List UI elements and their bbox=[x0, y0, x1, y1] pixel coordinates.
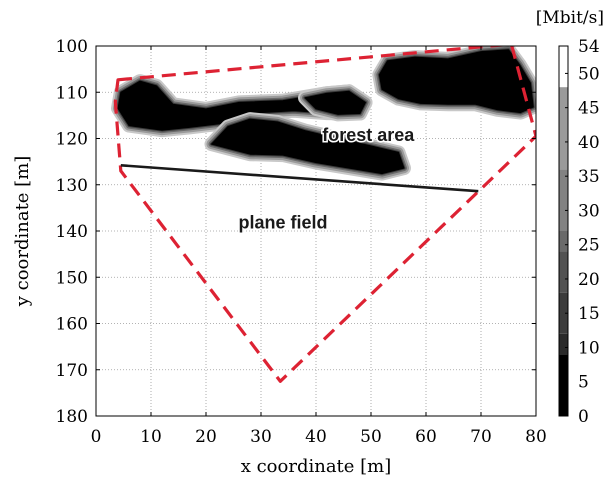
x-tick-label: 40 bbox=[305, 427, 327, 447]
x-axis-ticks: 0 10 20 30 40 50 60 70 80 bbox=[91, 46, 547, 447]
measurement-path-line bbox=[120, 164, 479, 193]
throughput-contour-core bbox=[378, 49, 534, 114]
colorbar-segment bbox=[559, 333, 568, 355]
colorbar-tick-label: 30 bbox=[578, 201, 600, 221]
heatmap-layer bbox=[111, 46, 536, 181]
x-tick-label: 30 bbox=[250, 427, 272, 447]
x-tick-label: 60 bbox=[415, 427, 437, 447]
measurement-area-boundary bbox=[113, 46, 536, 383]
x-tick-label: 10 bbox=[140, 427, 162, 447]
colorbar-tick-label: 54 bbox=[578, 37, 600, 57]
y-tick-label: 150 bbox=[56, 268, 88, 288]
y-tick-label: 140 bbox=[56, 222, 88, 242]
colorbar-tick-label: 50 bbox=[578, 64, 600, 84]
x-axis-label: x coordinate [m] bbox=[241, 456, 392, 477]
annotation-layer: forest area plane field bbox=[237, 123, 417, 234]
region-annotation-label: plane field bbox=[238, 213, 327, 233]
colorbar-segment bbox=[559, 87, 568, 170]
colorbar-tick-label: 10 bbox=[578, 338, 600, 358]
y-axis-ticks: 100 110 120 130 140 150 160 170 180 bbox=[56, 37, 536, 427]
colorbar-tick-label: 15 bbox=[578, 304, 600, 324]
y-tick-label: 180 bbox=[56, 407, 88, 427]
colorbar-tick-label: 40 bbox=[578, 133, 600, 153]
overlay-layer bbox=[113, 46, 536, 383]
x-tick-label: 70 bbox=[470, 427, 492, 447]
y-axis-label: y coordinate [m] bbox=[12, 156, 33, 308]
y-tick-label: 100 bbox=[56, 37, 88, 57]
y-tick-label: 160 bbox=[56, 315, 88, 335]
colorbar-unit-label: [Mbit/s] bbox=[536, 8, 604, 28]
throughput-contour-core bbox=[211, 118, 405, 175]
colorbar-segment bbox=[559, 354, 568, 416]
throughput-contour-core bbox=[304, 90, 366, 115]
x-tick-label: 0 bbox=[91, 427, 102, 447]
colorbar-tick-label: 0 bbox=[578, 407, 589, 427]
x-tick-label: 50 bbox=[360, 427, 382, 447]
y-tick-label: 120 bbox=[56, 130, 88, 150]
colorbar-tick-label: 35 bbox=[578, 167, 600, 187]
colorbar-segment bbox=[559, 46, 568, 88]
colorbar: 0 5 10 15 20 25 30 35 40 45 50 54 bbox=[558, 37, 600, 427]
low-throughput-region bbox=[298, 84, 373, 122]
colorbar-tick-label: 20 bbox=[578, 270, 600, 290]
colorbar-tick-label: 45 bbox=[578, 99, 600, 119]
region-annotation-label: forest area bbox=[322, 125, 415, 145]
colorbar-frame bbox=[558, 45, 569, 417]
colorbar-tick-label: 5 bbox=[578, 373, 589, 393]
colorbar-segment bbox=[559, 169, 568, 231]
x-tick-label: 20 bbox=[195, 427, 217, 447]
low-throughput-region bbox=[204, 112, 411, 181]
colorbar-segment bbox=[559, 251, 568, 293]
y-tick-label: 170 bbox=[56, 361, 88, 381]
y-tick-label: 110 bbox=[56, 83, 88, 103]
y-tick-label: 130 bbox=[56, 176, 88, 196]
colorbar-tick-label: 25 bbox=[578, 236, 600, 256]
colorbar-segment bbox=[559, 231, 568, 252]
x-tick-label: 80 bbox=[525, 427, 547, 447]
colorbar-segment bbox=[559, 292, 568, 334]
low-throughput-region bbox=[372, 46, 536, 120]
